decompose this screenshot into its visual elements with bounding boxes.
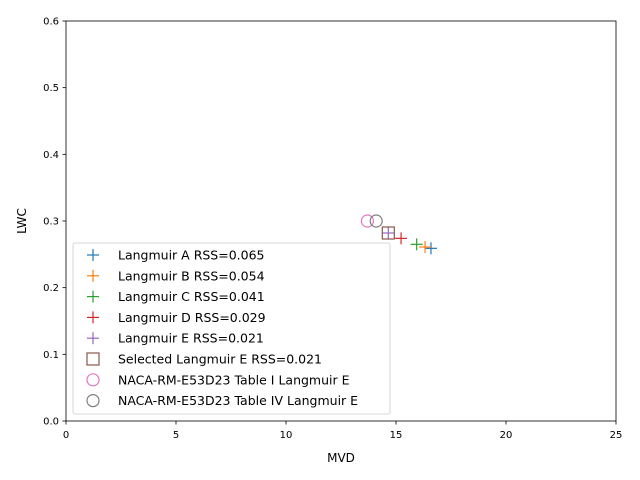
data-point-plus (395, 232, 408, 245)
y-tick-label: 0.0 (43, 417, 59, 428)
legend-marker (87, 269, 99, 282)
data-point-plus (419, 241, 432, 253)
legend-frame (72, 242, 391, 415)
legend-marker (87, 290, 99, 303)
data-point-circle (360, 214, 374, 228)
x-tick-label: 25 (610, 430, 623, 441)
y-tick-label: 0.6 (43, 17, 59, 28)
legend-entry: Langmuir B RSS=0.054 (118, 268, 265, 283)
legend-marker (87, 249, 99, 261)
legend-marker (86, 352, 100, 366)
x-tick-label: 15 (390, 430, 403, 441)
x-axis-label: MVD (327, 451, 355, 465)
legend-entry: Langmuir C RSS=0.041 (118, 289, 265, 304)
data-point-circle (369, 214, 383, 228)
x-tick-label: 5 (173, 430, 179, 441)
legend-entry: Langmuir A RSS=0.065 (118, 248, 265, 263)
x-tick-label: 0 (63, 430, 69, 441)
legend-entry: Selected Langmuir E RSS=0.021 (118, 352, 322, 367)
data-point-plus (382, 227, 395, 239)
legend-marker (87, 332, 99, 345)
data-point-plus (424, 242, 437, 255)
legend-marker (86, 373, 100, 387)
y-tick-label: 0.3 (43, 217, 59, 228)
x-tick-label: 20 (500, 430, 513, 441)
legend-marker (86, 394, 100, 408)
legend-entry: NACA-RM-E53D23 Table I Langmuir E (118, 372, 350, 387)
y-tick-label: 0.2 (43, 283, 59, 294)
y-tick-label: 0.1 (43, 350, 59, 361)
legend-marker (87, 311, 99, 324)
legend-entry: Langmuir E RSS=0.021 (118, 331, 264, 346)
y-tick-label: 0.4 (43, 150, 59, 161)
data-point-square (381, 226, 395, 240)
x-tick-label: 10 (280, 430, 293, 441)
legend: Langmuir A RSS=0.065 Langmuir B RSS=0.054… (72, 242, 391, 415)
y-tick-label: 0.5 (43, 83, 59, 94)
data-point-plus (410, 238, 423, 251)
y-axis-label: LWC (15, 208, 29, 234)
legend-entry: NACA-RM-E53D23 Table IV Langmuir E (118, 393, 358, 408)
legend-entry: Langmuir D RSS=0.029 (118, 310, 266, 325)
